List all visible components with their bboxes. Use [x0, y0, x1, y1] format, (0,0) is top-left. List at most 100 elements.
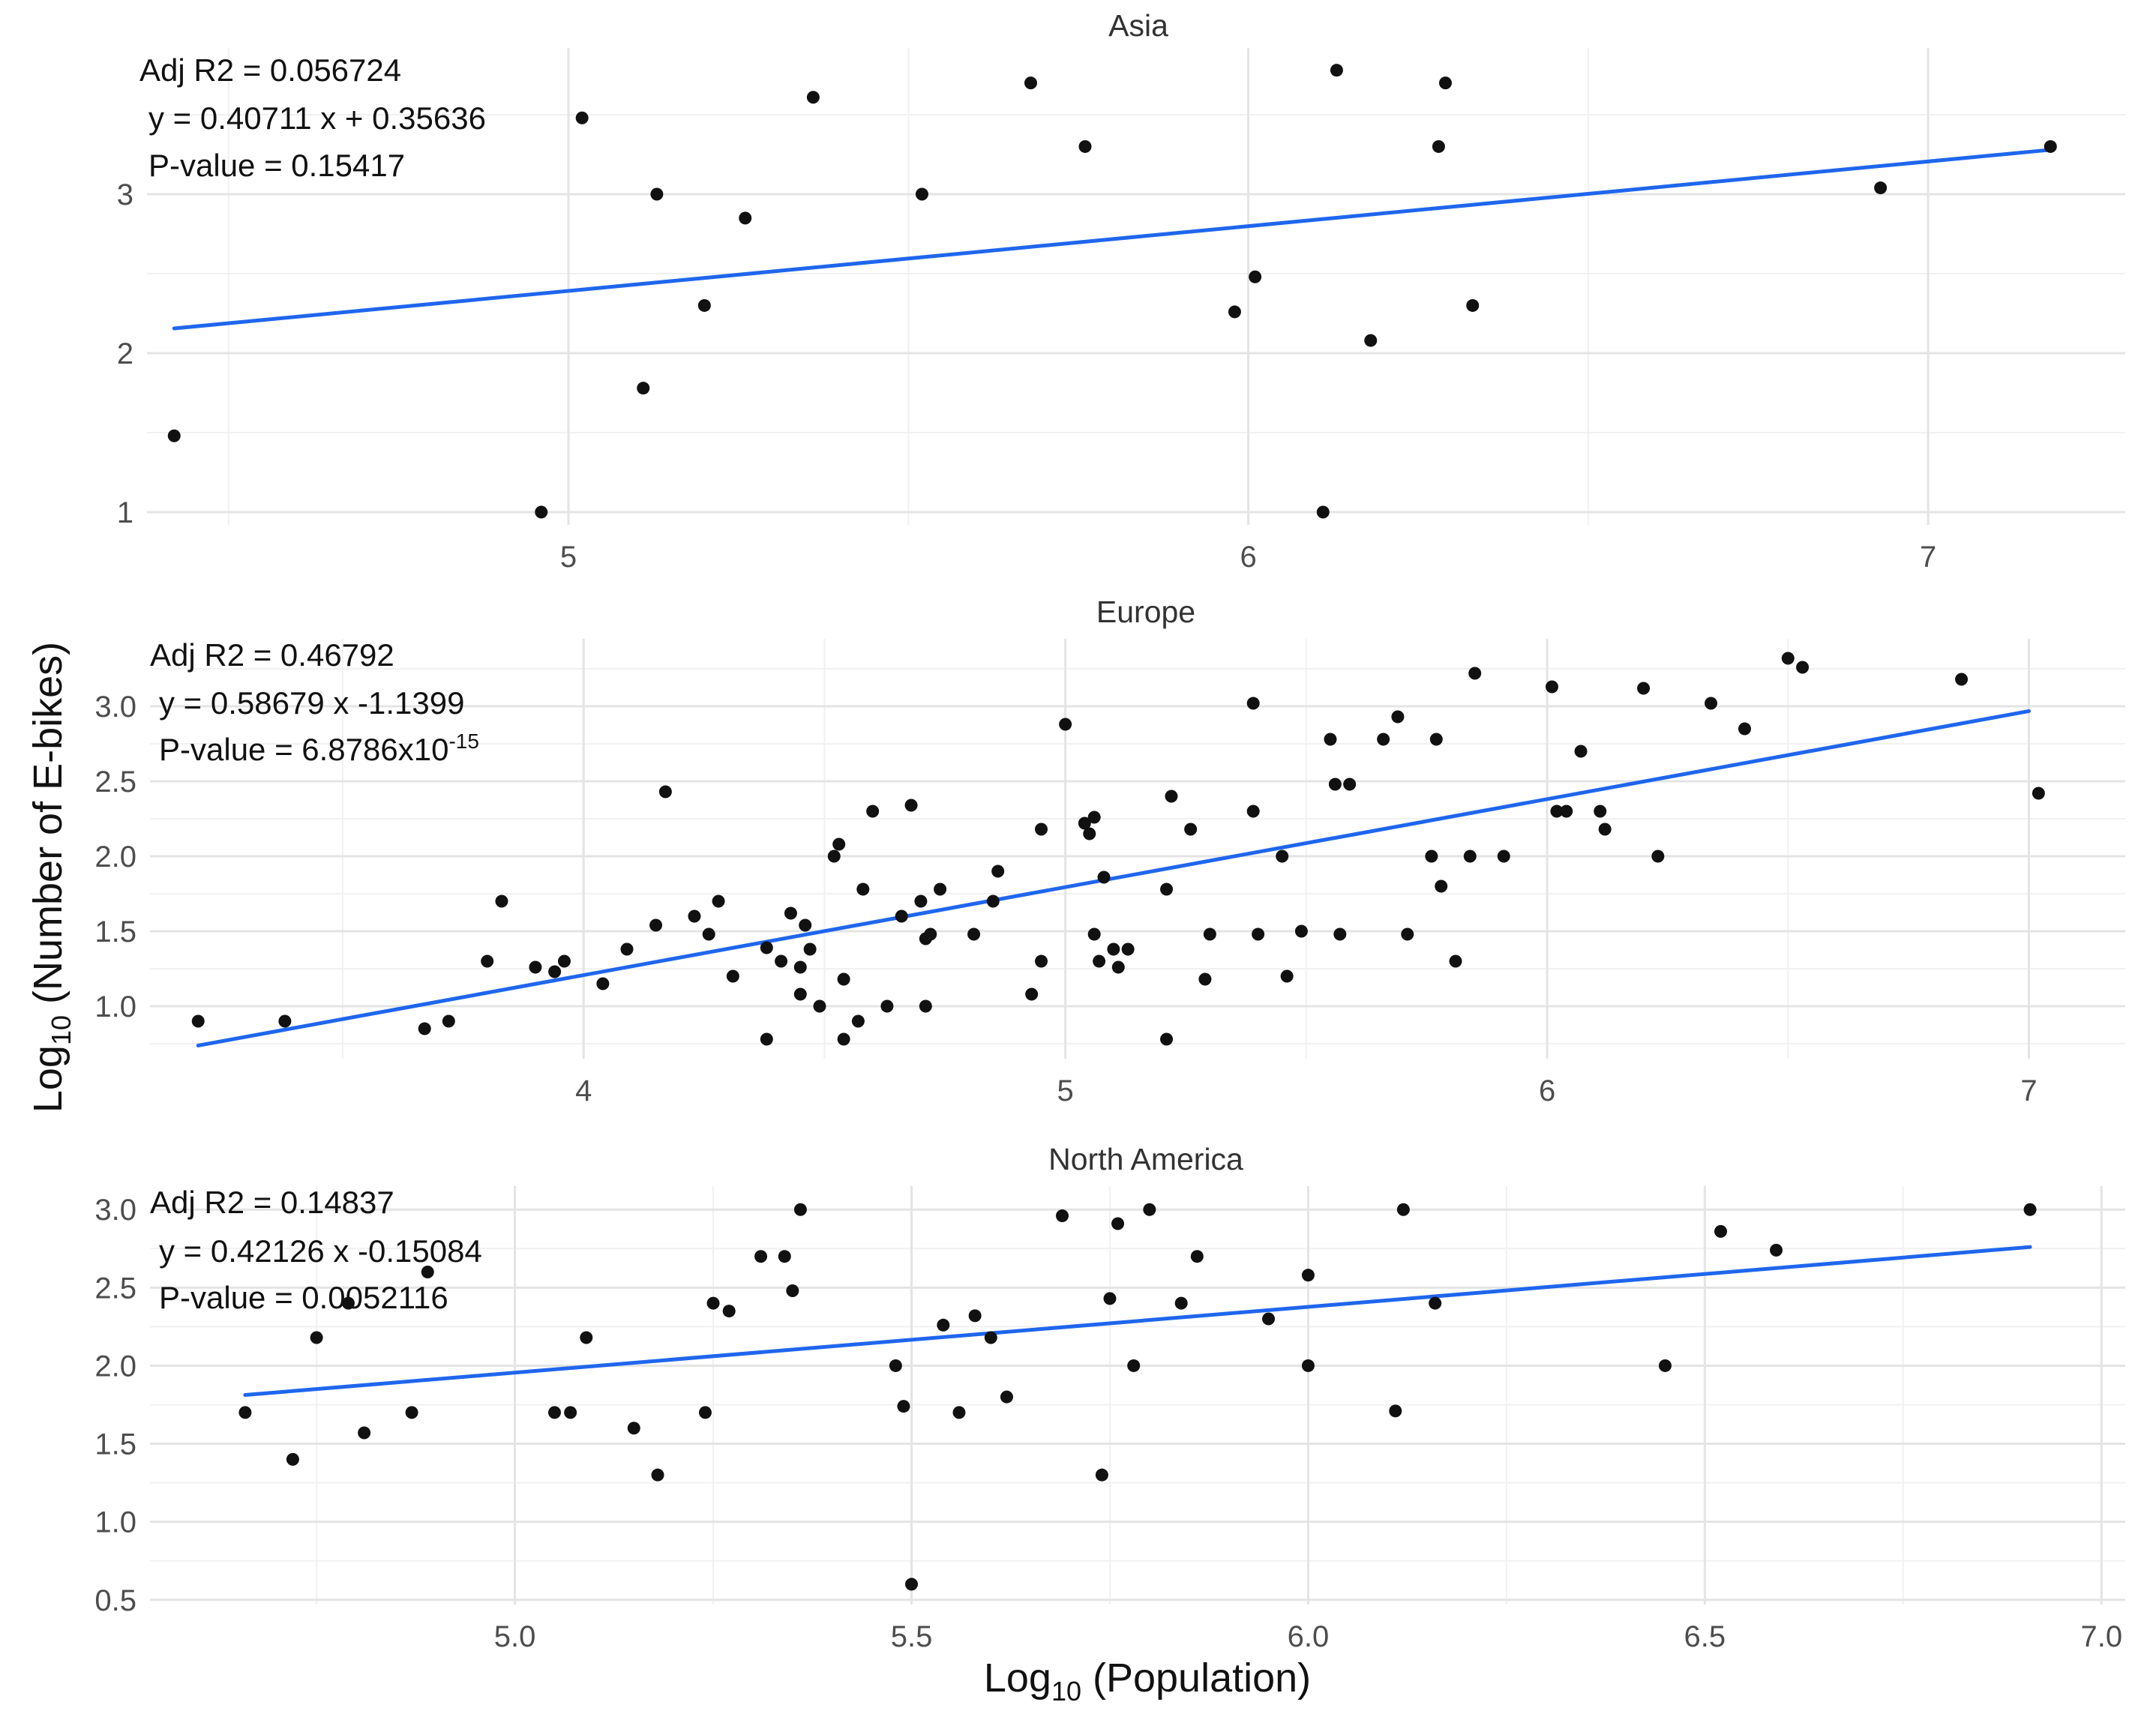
panel-title: Europe [1096, 595, 1195, 629]
data-point [1343, 778, 1357, 791]
panel-europe: Europe 4 5 6 7 1.0 1.5 2.0 2.5 3.0 Adj R2 = 0.46… [94, 595, 2125, 1107]
data-point [575, 111, 589, 124]
data-point [548, 965, 562, 978]
data-point [1466, 298, 1480, 312]
data-point [1127, 1359, 1141, 1372]
data-point [1000, 1390, 1013, 1404]
x-tick-label: 6 [1539, 1074, 1555, 1107]
equation-label: y = 0.42126 x -0.15084 [159, 1233, 482, 1269]
y-axis-label-sub: 10 [46, 1015, 76, 1045]
data-point [866, 805, 880, 818]
data-point [442, 1014, 455, 1028]
data-point [167, 429, 181, 442]
y-tick-label: 1.0 [94, 990, 136, 1023]
data-point [1781, 652, 1795, 665]
data-point [697, 298, 711, 312]
data-point [1160, 1032, 1174, 1046]
y-axis-label-rest: (Number of E-bikes) [25, 642, 70, 1015]
data-point [793, 960, 807, 974]
data-point [1550, 805, 1564, 818]
x-tick-label: 7 [1920, 541, 1936, 574]
data-point [1432, 139, 1445, 153]
data-point [421, 1266, 434, 1279]
y-tick-label: 3 [117, 178, 133, 211]
x-tick-label: 4 [575, 1074, 592, 1107]
data-point [1246, 697, 1260, 710]
data-point [1429, 733, 1443, 746]
x-tick-label: 5.0 [494, 1620, 536, 1653]
y-tick-label: 1 [117, 496, 133, 529]
data-point [775, 954, 788, 968]
data-point [1184, 823, 1198, 836]
data-point [535, 505, 548, 519]
y-tick-label: 3.0 [94, 1194, 136, 1227]
y-tick-label: 2.5 [94, 766, 136, 799]
data-point [1246, 805, 1260, 818]
regression-line [172, 148, 2053, 331]
data-point [760, 1032, 773, 1046]
data-point [1545, 680, 1558, 694]
data-point [904, 799, 918, 812]
data-point [1377, 733, 1390, 746]
data-point [547, 1406, 561, 1419]
p-value-label: P-value = 0.0052116 [159, 1280, 448, 1315]
x-tick-label: 6 [1240, 541, 1256, 574]
plot-area: 5.0 5.5 6.0 6.5 7.0 0.5 1.0 1.5 2.0 2.5 3.0 [94, 1186, 2125, 1653]
data-point [637, 382, 650, 395]
p-value-exponent: -15 [448, 730, 478, 753]
data-point [905, 1578, 919, 1591]
data-point [1330, 64, 1343, 77]
panel-title: North America [1048, 1142, 1243, 1176]
data-point [1294, 924, 1308, 938]
data-point [310, 1331, 323, 1344]
data-point [405, 1406, 418, 1419]
data-point [915, 187, 928, 201]
data-point [1165, 790, 1178, 803]
data-point [827, 850, 841, 863]
data-point [1097, 870, 1111, 884]
data-point [1095, 1468, 1108, 1482]
data-point [1497, 850, 1510, 863]
data-point [1203, 927, 1216, 941]
data-point [1658, 1359, 1672, 1372]
data-point [596, 977, 610, 990]
panel-north-america: North America 5.0 5.5 6.0 6.5 7.0 0.5 1.0 1.5 2.… [94, 1142, 2125, 1653]
data-point [1301, 1269, 1315, 1282]
x-axis-label-rest: (Population) [1081, 1656, 1311, 1701]
panel-title: Asia [1108, 8, 1168, 43]
data-point [1252, 927, 1265, 941]
data-point [1024, 76, 1037, 90]
p-value-text: P-value = 0.0052116 [159, 1280, 448, 1315]
data-point [418, 1022, 431, 1035]
data-point [1121, 942, 1135, 956]
data-point [1143, 1203, 1156, 1216]
data-point [813, 999, 826, 1013]
data-point [984, 1331, 997, 1344]
data-point [481, 954, 494, 968]
data-point [1714, 1224, 1728, 1238]
panel-asia: Asia 5 6 7 1 2 3 Adj R2 = 0.056724 y = 0.4071… [117, 8, 2125, 574]
data-point [627, 1422, 640, 1435]
data-point [358, 1426, 371, 1440]
data-point [706, 1296, 720, 1310]
y-tick-label: 3.0 [94, 691, 136, 724]
data-point [1560, 805, 1573, 818]
data-point [1087, 927, 1101, 941]
data-point [1160, 882, 1174, 896]
x-tick-label: 5.5 [891, 1620, 933, 1653]
data-point [278, 1014, 292, 1028]
data-point [880, 999, 894, 1013]
data-point [651, 1468, 664, 1482]
data-point [1228, 305, 1241, 319]
data-point [793, 987, 807, 1001]
y-tick-label: 2.0 [94, 841, 136, 873]
data-point [778, 1250, 791, 1263]
data-point [1078, 139, 1092, 153]
data-point [286, 1452, 299, 1466]
data-point [1035, 823, 1048, 836]
data-point [1107, 942, 1120, 956]
data-point [580, 1331, 593, 1344]
data-point [191, 1014, 205, 1028]
